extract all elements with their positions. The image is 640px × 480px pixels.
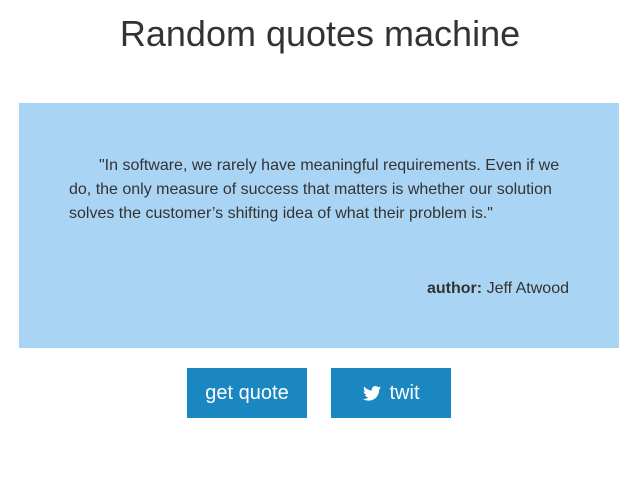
page-title: Random quotes machine [119, 13, 521, 54]
twitter-icon [362, 385, 381, 401]
twit-label: twit [389, 381, 420, 404]
get-quote-label: get quote [205, 381, 289, 404]
quote-author: author: Jeff Atwood [427, 277, 569, 301]
quote-text: "In software, we rarely have meaningful … [69, 157, 560, 222]
author-name: Jeff Atwood [486, 280, 569, 297]
get-quote-button[interactable]: get quote [187, 368, 307, 418]
author-label: author: [427, 280, 483, 297]
quote-card: "In software, we rarely have meaningful … [19, 103, 619, 348]
twit-button[interactable]: twit [331, 368, 451, 418]
